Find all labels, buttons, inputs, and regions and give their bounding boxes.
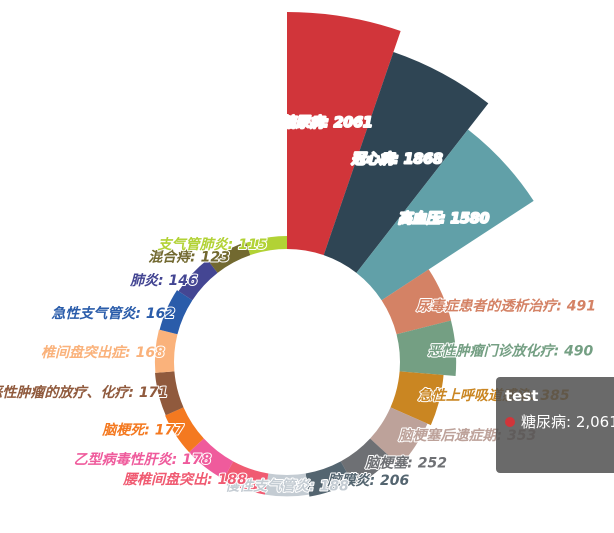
tooltip-title: test — [505, 387, 539, 405]
slice-label-16: 肺炎: 146 — [129, 272, 198, 289]
rose-slice-18[interactable] — [246, 236, 287, 256]
slice-label-3: 尿毒症患者的透析治疗: 491 — [415, 297, 596, 314]
rose-slice-4[interactable] — [396, 320, 457, 376]
rose-slice-1[interactable] — [323, 51, 489, 273]
slice-label-17: 混合痔: 123 — [148, 248, 230, 265]
slice-label-11: 乙型病毒性肝炎: 178 — [74, 451, 212, 468]
rose-slice-15[interactable] — [159, 290, 193, 335]
rose-slice-16[interactable] — [178, 259, 218, 301]
rose-slice-8[interactable] — [305, 461, 352, 497]
tooltip: test 糖尿病: 2,061 — [496, 377, 614, 473]
rose-slice-7[interactable] — [340, 438, 392, 487]
rose-slice-2[interactable] — [356, 129, 534, 301]
slice-label-12: 脑梗死: 177 — [101, 421, 184, 438]
slice-label-8: 脑膜炎: 206 — [327, 472, 410, 489]
rose-slice-17[interactable] — [209, 241, 251, 273]
rose-slice-5[interactable] — [390, 371, 444, 426]
rose-slice-12[interactable] — [165, 407, 204, 453]
rose-slice-13[interactable] — [155, 371, 184, 416]
slice-label-7: 脑梗塞: 252 — [364, 455, 447, 472]
rose-slice-14[interactable] — [154, 329, 178, 373]
slice-label-14: 椎间盘突出症: 168 — [41, 344, 165, 361]
rose-slice-0[interactable] — [287, 12, 401, 256]
slice-label-15: 急性支气管炎: 162 — [51, 305, 175, 322]
tooltip-row: 糖尿病: 2,061 — [505, 411, 614, 432]
slice-label-0: 糖尿病: 2061 — [281, 114, 372, 131]
slice-label-18: 支气管肺炎: 115 — [157, 236, 268, 253]
rose-slice-11[interactable] — [188, 438, 234, 480]
chart-slices — [154, 12, 534, 497]
tooltip-color-dot — [505, 416, 515, 427]
tooltip-value: 糖尿病: 2,061 — [521, 413, 614, 431]
slice-label-2: 高血压: 1580 — [398, 210, 490, 227]
slice-label-1: 冠心病: 1868 — [350, 151, 443, 168]
slice-label-4: 恶性肿瘤门诊放化疗: 490 — [428, 342, 594, 359]
rose-slice-6[interactable] — [370, 407, 428, 466]
rose-slice-10[interactable] — [223, 461, 269, 495]
slice-label-10: 腰椎间盘突出: 188 — [122, 471, 247, 488]
rose-slice-9[interactable] — [264, 473, 310, 497]
rose-slice-3[interactable] — [381, 269, 452, 335]
slice-label-9: 慢性支气管炎: 188 — [225, 478, 349, 495]
slice-label-13: 恶性肿瘤的放疗、化疗: 171 — [0, 384, 168, 401]
